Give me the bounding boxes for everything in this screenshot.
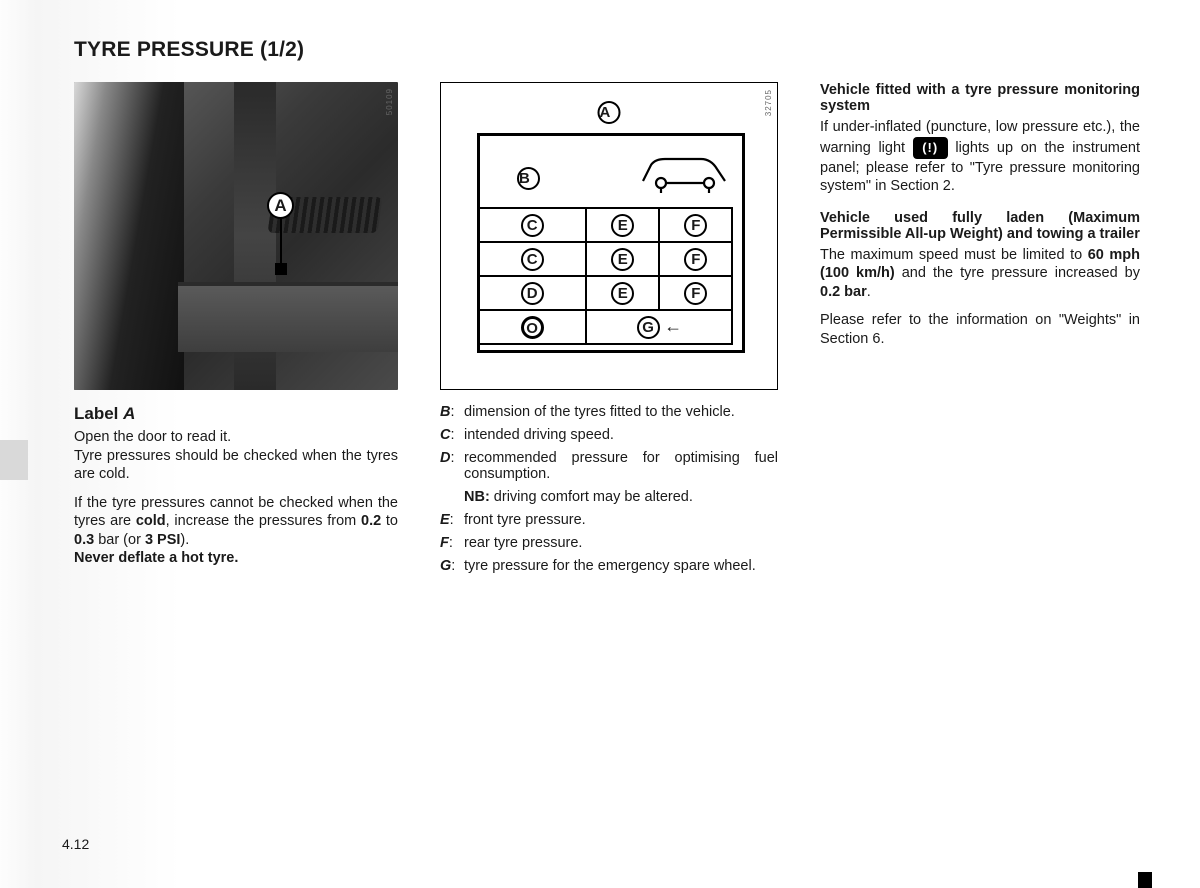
diagram-B-label: B <box>517 167 540 190</box>
column-3: Vehicle fitted with a tyre pressure moni… <box>820 82 1140 581</box>
car-silhouette-icon <box>637 151 729 193</box>
tpms-heading: Vehicle fitted with a tyre pressure moni… <box>820 82 1140 114</box>
def-D-note: NB: driving comfort may be altered. <box>464 489 778 505</box>
def-F: Frear tyre pressure. <box>440 535 778 551</box>
page-number: 4.12 <box>62 836 89 852</box>
label-diagram: 32705 A B C E F <box>440 82 778 390</box>
weights-ref-para: Please refer to the information on "Weig… <box>820 311 1140 348</box>
col1-para-1: Open the door to read it. Tyre pressures… <box>74 428 398 484</box>
tpms-para: If under-inflated (puncture, low pressur… <box>820 118 1140 196</box>
pressure-grid: C E F C E F D E F <box>477 207 745 345</box>
definitions-list: Bdimension of the tyres fitted to the ve… <box>440 404 778 574</box>
def-E: Efront tyre pressure. <box>440 512 778 528</box>
col1-para-2: If the tyre pressures cannot be checked … <box>74 494 398 568</box>
def-B: Bdimension of the tyres fitted to the ve… <box>440 404 778 420</box>
page-title: TYRE PRESSURE (1/2) <box>74 38 1140 62</box>
image-ref-number: 50109 <box>385 88 394 115</box>
def-G: Gtyre pressure for the emergency spare w… <box>440 558 778 574</box>
laden-para: The maximum speed must be limited to 60 … <box>820 246 1140 302</box>
def-C: Cintended driving speed. <box>440 427 778 443</box>
label-a-heading: Label A <box>74 404 398 424</box>
image-ref-number: 32705 <box>764 89 773 116</box>
tpms-warning-icon <box>913 137 948 159</box>
column-1: A 50109 Label A Open the door to read it… <box>74 82 398 581</box>
diagram-A-label: A <box>598 101 621 124</box>
manual-page: TYRE PRESSURE (1/2) A 50109 Label A Open… <box>0 0 1200 888</box>
laden-heading: Vehicle used fully laden (Maximum Permis… <box>820 210 1140 242</box>
dashboard-photo: A 50109 <box>74 82 398 390</box>
callout-A-marker: A <box>267 192 294 219</box>
corner-crop-mark <box>1138 872 1152 888</box>
def-D: Drecommended pressure for optimising fue… <box>440 450 778 482</box>
column-2: 32705 A B C E F <box>440 82 778 581</box>
